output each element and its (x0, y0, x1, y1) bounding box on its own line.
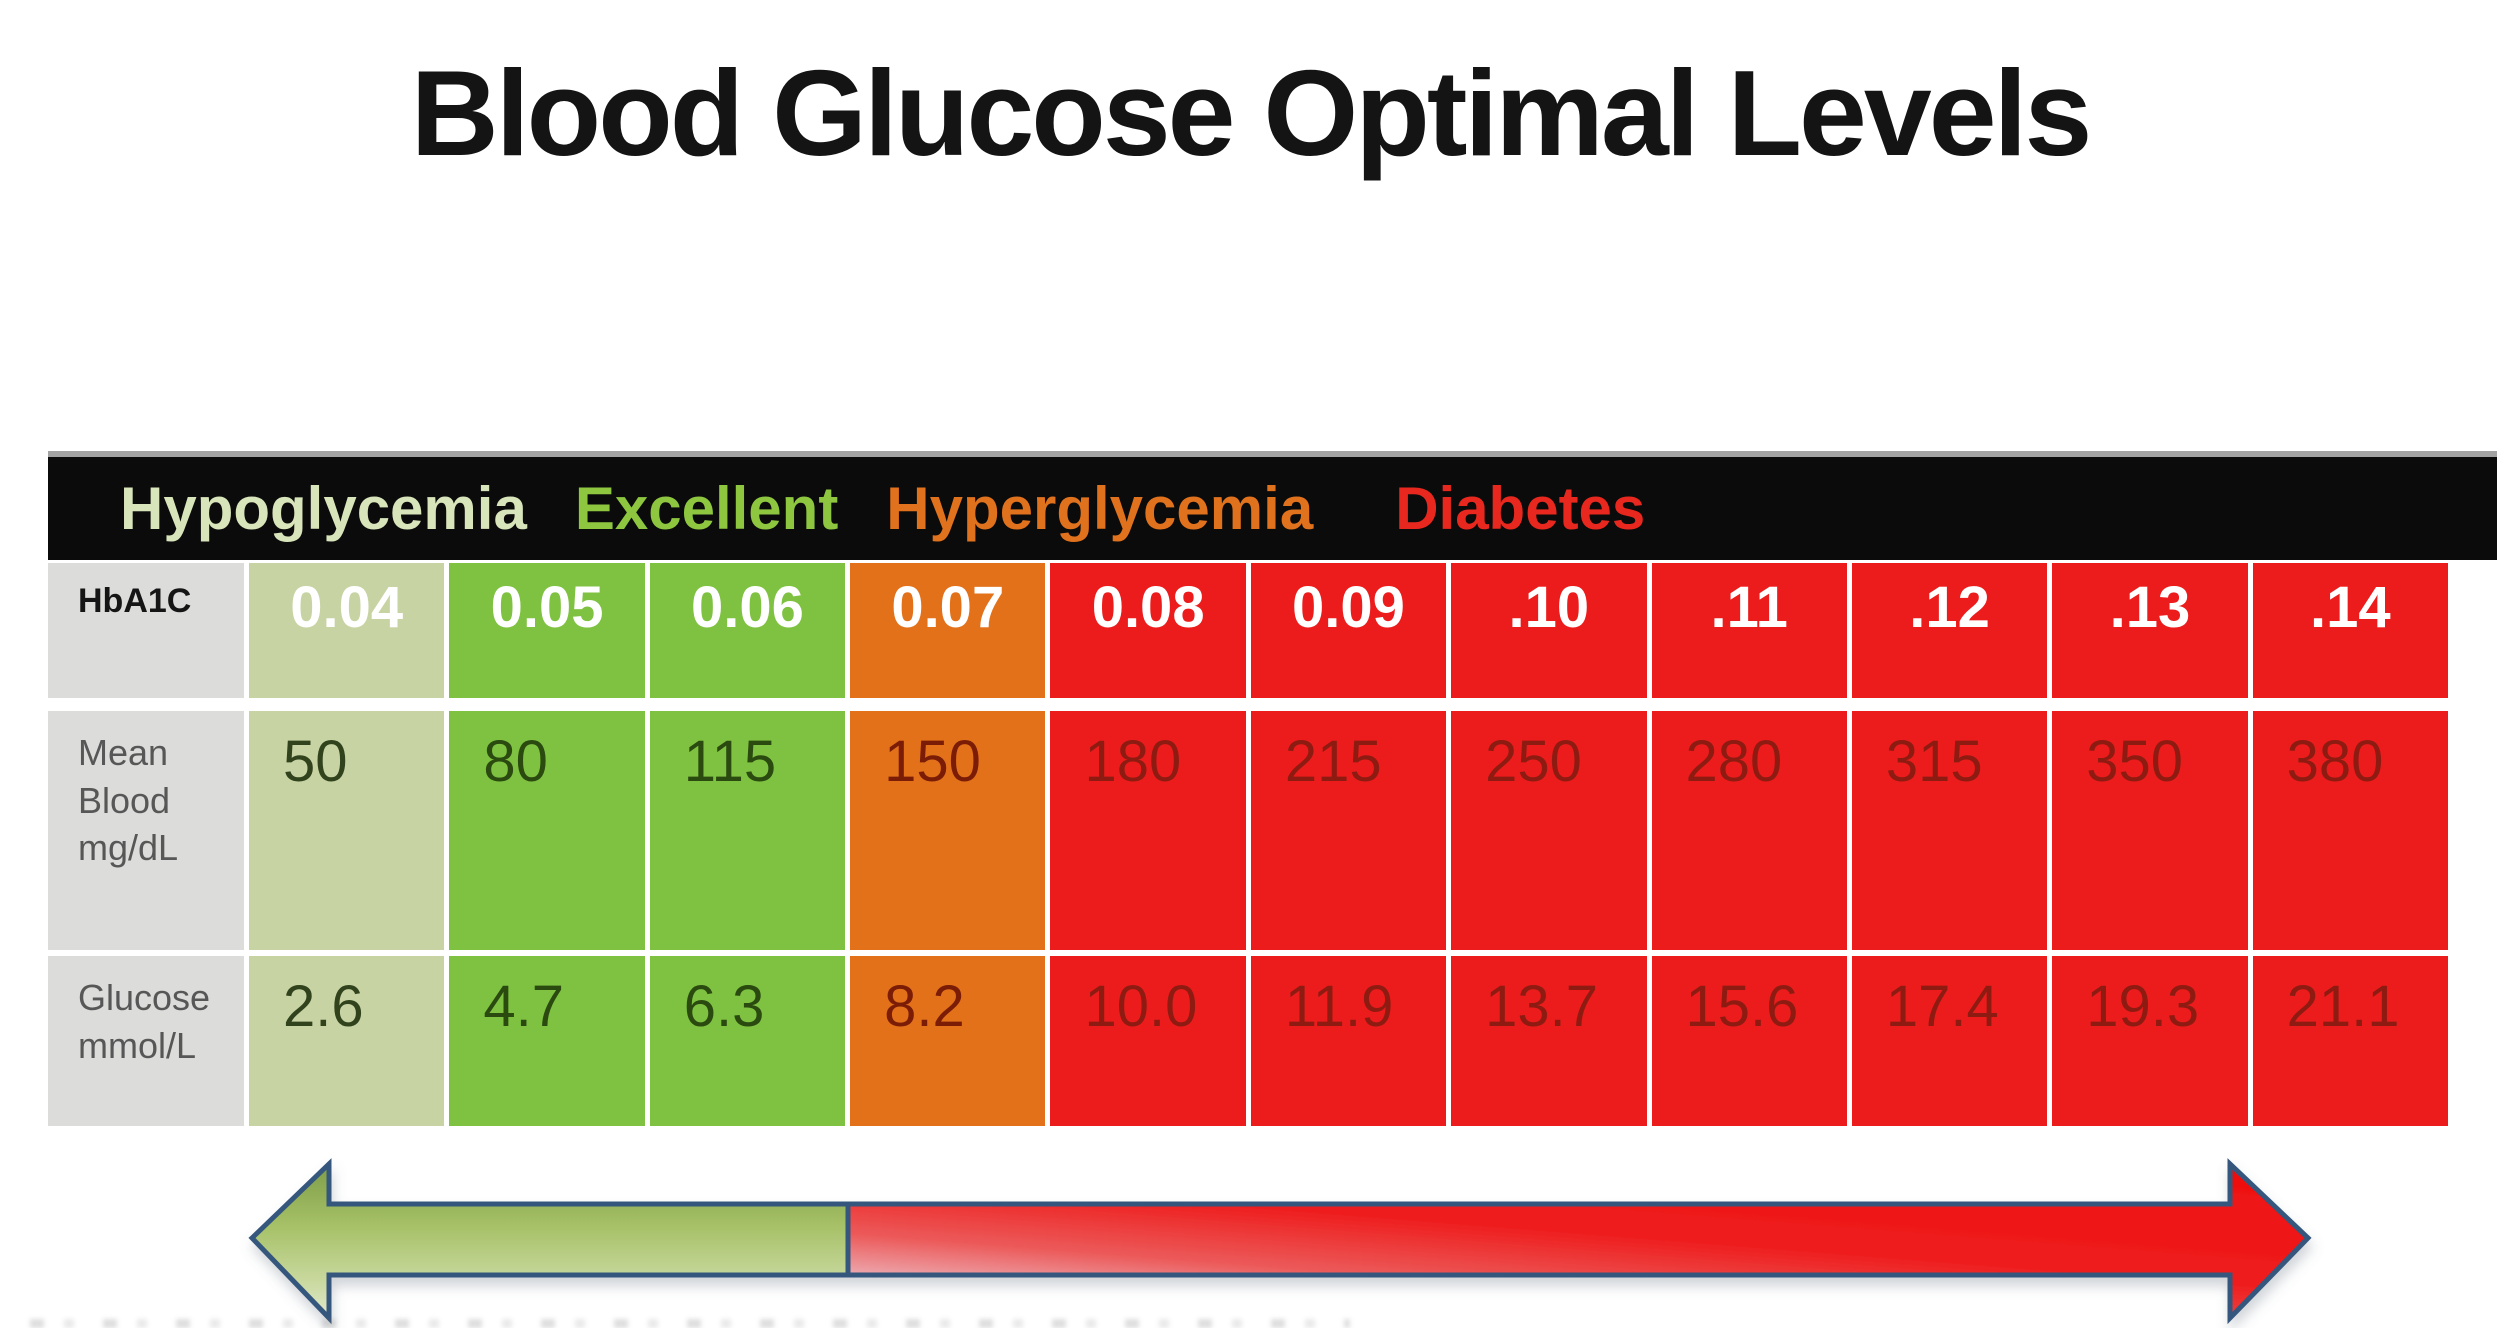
table-cell: 250 (1451, 711, 1647, 950)
table-cell: 17.4 (1851, 956, 2048, 1126)
zone-legend-bar: Hypoglycemia Excellent Hyperglycemia Dia… (48, 451, 2497, 560)
severity-range-arrow (248, 1158, 2312, 1325)
table-cell: 180 (1050, 711, 1246, 950)
page-title: Blood Glucose Optimal Levels (410, 45, 2093, 181)
table-cell: .14 (2252, 563, 2448, 698)
table-cell: 6.3 (649, 956, 846, 1126)
table-cell: 80 (449, 711, 645, 950)
row-label-glucose-mmol: Glucose mmol/L (48, 956, 244, 1126)
table-cell: 21.1 (2252, 956, 2448, 1126)
row-label-hba1c: HbA1C (48, 563, 244, 698)
arrow-right-red-segment (845, 1158, 2312, 1325)
table-cell: 50 (249, 711, 445, 950)
legend-hyperglycemia: Hyperglycemia (886, 474, 1314, 542)
table-cell: .11 (1651, 563, 1847, 698)
table-cell: 280 (1651, 711, 1847, 950)
table-cell: 15.6 (1651, 956, 1847, 1126)
table-cell: 315 (1851, 711, 2048, 950)
table-cell: .13 (2052, 563, 2248, 698)
table-cell: 350 (2052, 711, 2248, 950)
table-row-hba1c: HbA1C 0.04 0.05 0.06 0.07 0.08 0.09 .10 … (48, 563, 2448, 698)
table-cell: 0.06 (649, 563, 846, 698)
row-label-mean-blood: Mean Blood mg/dL (48, 711, 244, 950)
table-cell: 19.3 (2052, 956, 2248, 1126)
table-cell: 0.09 (1250, 563, 1447, 698)
table-cell: 0.05 (449, 563, 645, 698)
table-cell: 10.0 (1050, 956, 1246, 1126)
table-cell: 11.9 (1250, 956, 1447, 1126)
cropped-caption-artifact (30, 1319, 1350, 1328)
table-cell: 13.7 (1451, 956, 1647, 1126)
table-cell: 215 (1250, 711, 1447, 950)
table-cell: 8.2 (850, 956, 1046, 1126)
table-cell: 0.07 (850, 563, 1046, 698)
table-row-mean-blood: Mean Blood mg/dL 50 80 115 150 180 215 2… (48, 711, 2448, 950)
table-cell: 2.6 (249, 956, 445, 1126)
legend-diabetes: Diabetes (1395, 474, 1646, 542)
table-cell: 4.7 (449, 956, 645, 1126)
table-cell: 0.04 (249, 563, 445, 698)
table-cell: 380 (2252, 711, 2448, 950)
table-cell: 0.08 (1050, 563, 1246, 698)
table-cell: 150 (850, 711, 1046, 950)
table-row-glucose-mmol: Glucose mmol/L 2.6 4.7 6.3 8.2 10.0 11.9… (48, 956, 2448, 1126)
table-cell: .12 (1851, 563, 2048, 698)
arrow-left-green-segment (248, 1158, 851, 1325)
glucose-table: Hypoglycemia Excellent Hyperglycemia Dia… (48, 451, 2497, 1126)
legend-hypoglycemia: Hypoglycemia (120, 474, 527, 542)
table-cell: 115 (649, 711, 846, 950)
table-cell: .10 (1451, 563, 1647, 698)
legend-excellent: Excellent (574, 474, 839, 542)
